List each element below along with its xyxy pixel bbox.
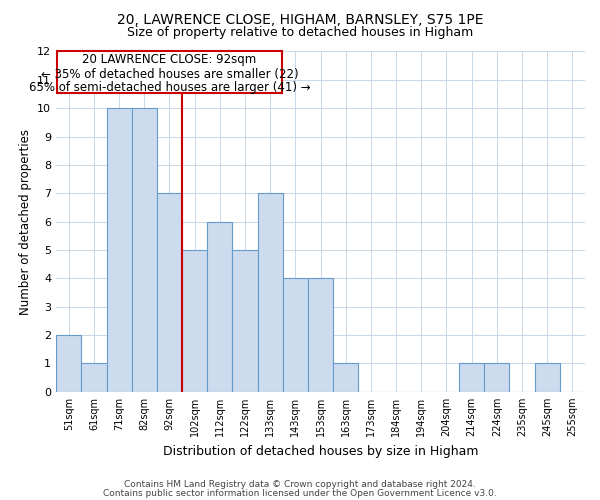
Bar <box>484 364 509 392</box>
Text: Contains public sector information licensed under the Open Government Licence v3: Contains public sector information licen… <box>103 488 497 498</box>
Bar <box>535 364 560 392</box>
Bar <box>333 364 358 392</box>
Bar <box>308 278 333 392</box>
Bar <box>182 250 207 392</box>
Text: Size of property relative to detached houses in Higham: Size of property relative to detached ho… <box>127 26 473 39</box>
Bar <box>56 335 82 392</box>
Text: ← 35% of detached houses are smaller (22): ← 35% of detached houses are smaller (22… <box>41 68 298 82</box>
Bar <box>157 194 182 392</box>
X-axis label: Distribution of detached houses by size in Higham: Distribution of detached houses by size … <box>163 444 478 458</box>
Bar <box>107 108 132 392</box>
Text: Contains HM Land Registry data © Crown copyright and database right 2024.: Contains HM Land Registry data © Crown c… <box>124 480 476 489</box>
Text: 65% of semi-detached houses are larger (41) →: 65% of semi-detached houses are larger (… <box>29 82 310 94</box>
Text: 20, LAWRENCE CLOSE, HIGHAM, BARNSLEY, S75 1PE: 20, LAWRENCE CLOSE, HIGHAM, BARNSLEY, S7… <box>117 12 483 26</box>
Bar <box>257 194 283 392</box>
Bar <box>283 278 308 392</box>
Bar <box>207 222 232 392</box>
Y-axis label: Number of detached properties: Number of detached properties <box>19 128 32 314</box>
Text: 20 LAWRENCE CLOSE: 92sqm: 20 LAWRENCE CLOSE: 92sqm <box>82 53 257 66</box>
Bar <box>232 250 257 392</box>
Bar <box>82 364 107 392</box>
Bar <box>132 108 157 392</box>
Bar <box>58 52 281 92</box>
Bar <box>459 364 484 392</box>
